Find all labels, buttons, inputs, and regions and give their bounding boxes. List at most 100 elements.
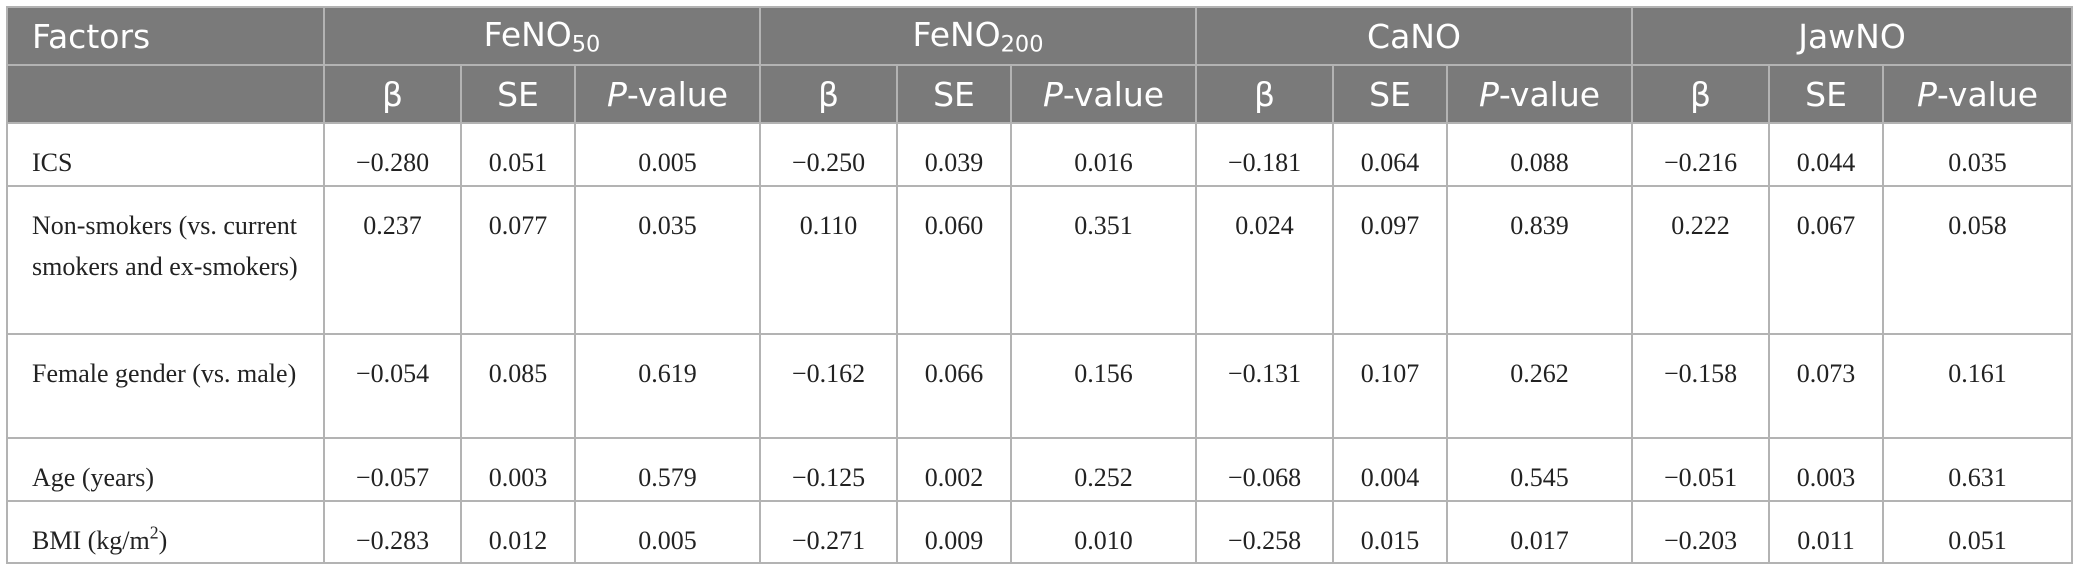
value-cell: −0.057 — [323, 437, 462, 502]
value-cell: 0.002 — [896, 437, 1012, 502]
value-cell: 0.066 — [896, 333, 1012, 439]
factor-label: BMI (kg/m2) — [6, 500, 325, 564]
value-cell: 0.058 — [1882, 185, 2074, 335]
beta-header: β — [1195, 64, 1335, 124]
value-cell: 0.035 — [574, 185, 761, 335]
factor-label-end: ) — [158, 526, 168, 555]
value-cell: 0.237 — [323, 185, 462, 335]
value-cell: −0.271 — [759, 500, 898, 564]
factor-label: Age (years) — [6, 437, 325, 502]
header-row-groups: Factors FeNO50 FeNO200 CaNO JawNO — [6, 6, 2074, 66]
value-cell: 0.015 — [1332, 500, 1449, 564]
se-header: SE — [896, 64, 1012, 124]
value-cell: 0.009 — [896, 500, 1012, 564]
group-subscript: 50 — [571, 31, 601, 58]
value-cell: 0.110 — [759, 185, 898, 335]
p-value-header: P-value — [1009, 64, 1198, 124]
value-cell: 0.161 — [1882, 333, 2074, 439]
group-subscript: 200 — [1000, 31, 1044, 58]
value-cell: 0.064 — [1332, 122, 1449, 187]
value-cell: 0.619 — [574, 333, 761, 439]
table-body: ICS −0.280 0.051 0.005 −0.250 0.039 0.016 −0.18… — [6, 122, 2074, 564]
factor-label-text: Age (years) — [32, 463, 154, 492]
p-italic: P — [1042, 74, 1063, 114]
beta-header: β — [1631, 64, 1771, 124]
factor-label: Female gender (vs. male) — [6, 333, 325, 439]
se-header: SE — [1768, 64, 1885, 124]
value-cell: 0.051 — [1882, 500, 2074, 564]
value-cell: 0.016 — [1009, 122, 1198, 187]
value-cell: 0.097 — [1332, 185, 1449, 335]
p-italic: P — [1916, 74, 1937, 114]
value-cell: −0.283 — [323, 500, 462, 564]
p-rest: -value — [1936, 74, 2039, 114]
factor-label-text: ICS — [32, 148, 73, 177]
value-cell: 0.545 — [1446, 437, 1634, 502]
p-value-header: P-value — [1446, 64, 1634, 124]
value-cell: 0.060 — [896, 185, 1012, 335]
factor-label-text: Non-smokers (vs. current smokers and ex-… — [32, 211, 298, 281]
table-row: Age (years) −0.057 0.003 0.579 −0.125 0.002 0.… — [6, 437, 2074, 502]
factor-label-superscript: 2 — [149, 522, 159, 543]
value-cell: 0.252 — [1009, 437, 1198, 502]
value-cell: −0.258 — [1195, 500, 1335, 564]
group-header-cano: CaNO — [1195, 6, 1634, 66]
factor-label: Non-smokers (vs. current smokers and ex-… — [6, 185, 325, 335]
value-cell: 0.035 — [1882, 122, 2074, 187]
se-header: SE — [1332, 64, 1449, 124]
header-row-stats: β SE P-value β SE P-value β SE P-value β… — [6, 64, 2074, 124]
value-cell: 0.351 — [1009, 185, 1198, 335]
value-cell: 0.003 — [460, 437, 576, 502]
factors-header-blank — [6, 64, 325, 124]
value-cell: −0.250 — [759, 122, 898, 187]
p-rest: -value — [1498, 74, 1601, 114]
value-cell: −0.054 — [323, 333, 462, 439]
p-rest: -value — [626, 74, 729, 114]
group-label: CaNO — [1367, 16, 1461, 56]
value-cell: −0.280 — [323, 122, 462, 187]
p-value-header: P-value — [1882, 64, 2074, 124]
beta-header: β — [759, 64, 898, 124]
regression-table: Factors FeNO50 FeNO200 CaNO JawNO β SE P… — [6, 6, 2074, 564]
value-cell: 0.011 — [1768, 500, 1885, 564]
value-cell: 0.039 — [896, 122, 1012, 187]
value-cell: 0.085 — [460, 333, 576, 439]
p-value-header: P-value — [574, 64, 761, 124]
value-cell: −0.158 — [1631, 333, 1771, 439]
group-header-fenotwohundred: FeNO200 — [758, 6, 1198, 66]
value-cell: −0.068 — [1195, 437, 1335, 502]
p-rest: -value — [1062, 74, 1165, 114]
value-cell: 0.262 — [1446, 333, 1634, 439]
value-cell: 0.005 — [574, 500, 761, 564]
p-italic: P — [606, 74, 627, 114]
value-cell: 0.010 — [1009, 500, 1198, 564]
value-cell: 0.012 — [460, 500, 576, 564]
value-cell: 0.222 — [1631, 185, 1771, 335]
table-row: Female gender (vs. male) −0.054 0.085 0.619… — [6, 333, 2074, 439]
factor-label-text: Female gender (vs. male) — [32, 359, 297, 388]
value-cell: 0.107 — [1332, 333, 1449, 439]
value-cell: 0.073 — [1768, 333, 1885, 439]
value-cell: 0.024 — [1195, 185, 1335, 335]
group-label: FeNO — [912, 14, 1001, 54]
value-cell: −0.125 — [759, 437, 898, 502]
value-cell: −0.181 — [1195, 122, 1335, 187]
se-header: SE — [460, 64, 576, 124]
value-cell: −0.203 — [1631, 500, 1771, 564]
value-cell: 0.017 — [1446, 500, 1634, 564]
value-cell: 0.077 — [460, 185, 576, 335]
value-cell: 0.005 — [574, 122, 761, 187]
value-cell: 0.044 — [1768, 122, 1885, 187]
value-cell: 0.004 — [1332, 437, 1449, 502]
factor-label-text: BMI (kg/m — [32, 526, 150, 555]
table-row: ICS −0.280 0.051 0.005 −0.250 0.039 0.016 −0.18… — [6, 122, 2074, 187]
value-cell: −0.131 — [1195, 333, 1335, 439]
factor-label: ICS — [6, 122, 325, 187]
value-cell: −0.162 — [759, 333, 898, 439]
value-cell: 0.003 — [1768, 437, 1885, 502]
value-cell: −0.051 — [1631, 437, 1771, 502]
value-cell: 0.839 — [1446, 185, 1634, 335]
value-cell: 0.631 — [1882, 437, 2074, 502]
table-row: BMI (kg/m2) −0.283 0.012 0.005 −0.271 0.009 0.… — [6, 500, 2074, 564]
beta-header: β — [323, 64, 462, 124]
